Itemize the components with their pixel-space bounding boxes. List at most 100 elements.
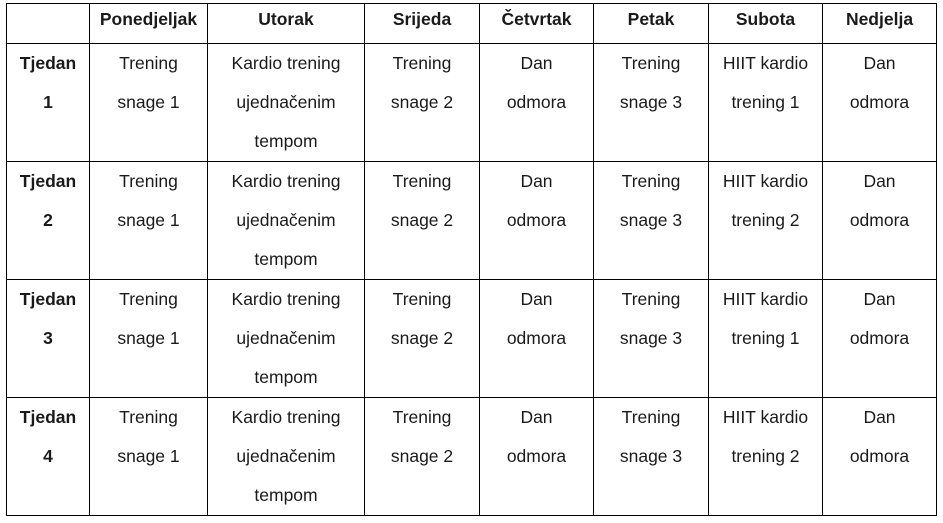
activity-text-line: odmora xyxy=(506,328,567,348)
table-row: Tjedan 4 Trening snage 1 Kardio trening ujedn… xyxy=(6,397,937,516)
week-label-line: Tjedan xyxy=(19,289,77,309)
activity-cell-sunday: Dan odmora xyxy=(822,279,937,398)
activity-text-line: trening 1 xyxy=(731,328,800,348)
activity-text-line: ujednačenim xyxy=(236,446,336,466)
activity-text-line: tempom xyxy=(254,485,318,505)
activity-text-line: Kardio trening xyxy=(231,171,341,191)
activity-text-line: Trening xyxy=(119,171,178,191)
activity-text-line: odmora xyxy=(506,92,567,112)
header-cell-monday: Ponedjeljak xyxy=(89,3,208,44)
activity-text-line: ujednačenim xyxy=(236,328,336,348)
activity-text-line: snage 3 xyxy=(619,328,683,348)
activity-cell-monday: Trening snage 1 xyxy=(89,397,208,516)
activity-text-line: Dan xyxy=(863,53,896,73)
activity-text-line: Trening xyxy=(119,53,178,73)
activity-text-line: Trening xyxy=(119,407,178,427)
activity-text-line: tempom xyxy=(254,367,318,387)
activity-text-line: Kardio trening xyxy=(231,289,341,309)
activity-cell-saturday: HIIT kardio trening 1 xyxy=(708,43,823,162)
header-cell-tuesday: Utorak xyxy=(207,3,365,44)
header-cell-friday: Petak xyxy=(593,3,709,44)
activity-text-line: HIIT kardio xyxy=(722,53,809,73)
activity-cell-wednesday: Trening snage 2 xyxy=(364,43,480,162)
activity-text-line: Trening xyxy=(392,171,452,191)
activity-text-line: HIIT kardio xyxy=(722,407,809,427)
activity-cell-friday: Trening snage 3 xyxy=(593,161,709,280)
activity-text-line: HIIT kardio xyxy=(722,289,809,309)
week-label-cell: Tjedan 3 xyxy=(6,279,90,398)
week-label-line: 1 xyxy=(43,92,53,112)
activity-cell-saturday: HIIT kardio trening 1 xyxy=(708,279,823,398)
activity-text-line: Trening xyxy=(621,407,681,427)
activity-cell-monday: Trening snage 1 xyxy=(89,43,208,162)
activity-text-line: snage 3 xyxy=(619,92,683,112)
header-cell-thursday: Četvrtak xyxy=(479,3,594,44)
activity-cell-wednesday: Trening snage 2 xyxy=(364,279,480,398)
activity-cell-sunday: Dan odmora xyxy=(822,43,937,162)
activity-text-line: trening 2 xyxy=(731,446,800,466)
activity-text-line: Dan xyxy=(520,171,553,191)
activity-cell-friday: Trening snage 3 xyxy=(593,43,709,162)
activity-text-line: ujednačenim xyxy=(236,92,336,112)
activity-text-line: Dan xyxy=(520,407,553,427)
activity-text-line: trening 1 xyxy=(731,92,800,112)
activity-cell-tuesday: Kardio trening ujednačenim tempom xyxy=(207,43,365,162)
table-row: Tjedan 3 Trening snage 1 Kardio trening ujedn… xyxy=(6,279,937,398)
activity-text-line: snage 2 xyxy=(390,92,454,112)
activity-cell-thursday: Dan odmora xyxy=(479,279,594,398)
activity-text-line: Trening xyxy=(621,53,681,73)
activity-text-line: snage 2 xyxy=(390,446,454,466)
activity-cell-sunday: Dan odmora xyxy=(822,397,937,516)
activity-text-line: Trening xyxy=(621,289,681,309)
activity-cell-thursday: Dan odmora xyxy=(479,161,594,280)
week-label-line: Tjedan xyxy=(19,53,77,73)
training-schedule-table: Ponedjeljak Utorak Srijeda Četvrtak Peta… xyxy=(6,3,937,516)
activity-text-line: Kardio trening xyxy=(231,53,341,73)
activity-text-line: snage 3 xyxy=(619,210,683,230)
header-cell-corner xyxy=(6,3,90,44)
activity-cell-tuesday: Kardio trening ujednačenim tempom xyxy=(207,397,365,516)
activity-cell-thursday: Dan odmora xyxy=(479,397,594,516)
week-label-line: 3 xyxy=(43,328,53,348)
activity-cell-monday: Trening snage 1 xyxy=(89,161,208,280)
activity-cell-friday: Trening snage 3 xyxy=(593,397,709,516)
header-row: Ponedjeljak Utorak Srijeda Četvrtak Peta… xyxy=(6,3,937,44)
week-label-cell: Tjedan 4 xyxy=(6,397,90,516)
table-row: Tjedan 2 Trening snage 1 Kardio trening ujedn… xyxy=(6,161,937,280)
week-label-line: 4 xyxy=(43,446,53,466)
week-label-line: Tjedan xyxy=(19,171,77,191)
activity-text-line: tempom xyxy=(254,249,318,269)
activity-text-line: snage 3 xyxy=(619,446,683,466)
activity-text-line: Trening xyxy=(392,407,452,427)
activity-cell-tuesday: Kardio trening ujednačenim tempom xyxy=(207,279,365,398)
activity-cell-friday: Trening snage 3 xyxy=(593,279,709,398)
activity-text-line: Dan xyxy=(863,289,896,309)
activity-text-line: Dan xyxy=(863,407,896,427)
activity-text-line: odmora xyxy=(849,446,910,466)
activity-text-line: odmora xyxy=(506,446,567,466)
week-label-cell: Tjedan 2 xyxy=(6,161,90,280)
activity-text-line: Trening xyxy=(621,171,681,191)
table-body: Tjedan 1 Trening snage 1 Kardio trening ujedn… xyxy=(6,43,937,516)
activity-cell-wednesday: Trening snage 2 xyxy=(364,161,480,280)
week-label-line: 2 xyxy=(43,210,53,230)
activity-text-line: trening 2 xyxy=(731,210,800,230)
activity-text-line: odmora xyxy=(849,92,910,112)
activity-cell-saturday: HIIT kardio trening 2 xyxy=(708,397,823,516)
activity-text-line: odmora xyxy=(849,210,910,230)
activity-text-line: HIIT kardio xyxy=(722,171,809,191)
activity-text-line: ujednačenim xyxy=(236,210,336,230)
activity-cell-wednesday: Trening snage 2 xyxy=(364,397,480,516)
header-cell-saturday: Subota xyxy=(708,3,823,44)
activity-text-line: snage 1 xyxy=(117,92,180,112)
activity-text-line: Dan xyxy=(520,53,553,73)
activity-text-line: snage 1 xyxy=(117,328,180,348)
table-row: Tjedan 1 Trening snage 1 Kardio trening ujedn… xyxy=(6,43,937,162)
week-label-cell: Tjedan 1 xyxy=(6,43,90,162)
header-cell-wednesday: Srijeda xyxy=(364,3,480,44)
activity-cell-tuesday: Kardio trening ujednačenim tempom xyxy=(207,161,365,280)
activity-text-line: tempom xyxy=(254,131,318,151)
week-label-line: Tjedan xyxy=(19,407,77,427)
activity-text-line: Trening xyxy=(392,289,452,309)
